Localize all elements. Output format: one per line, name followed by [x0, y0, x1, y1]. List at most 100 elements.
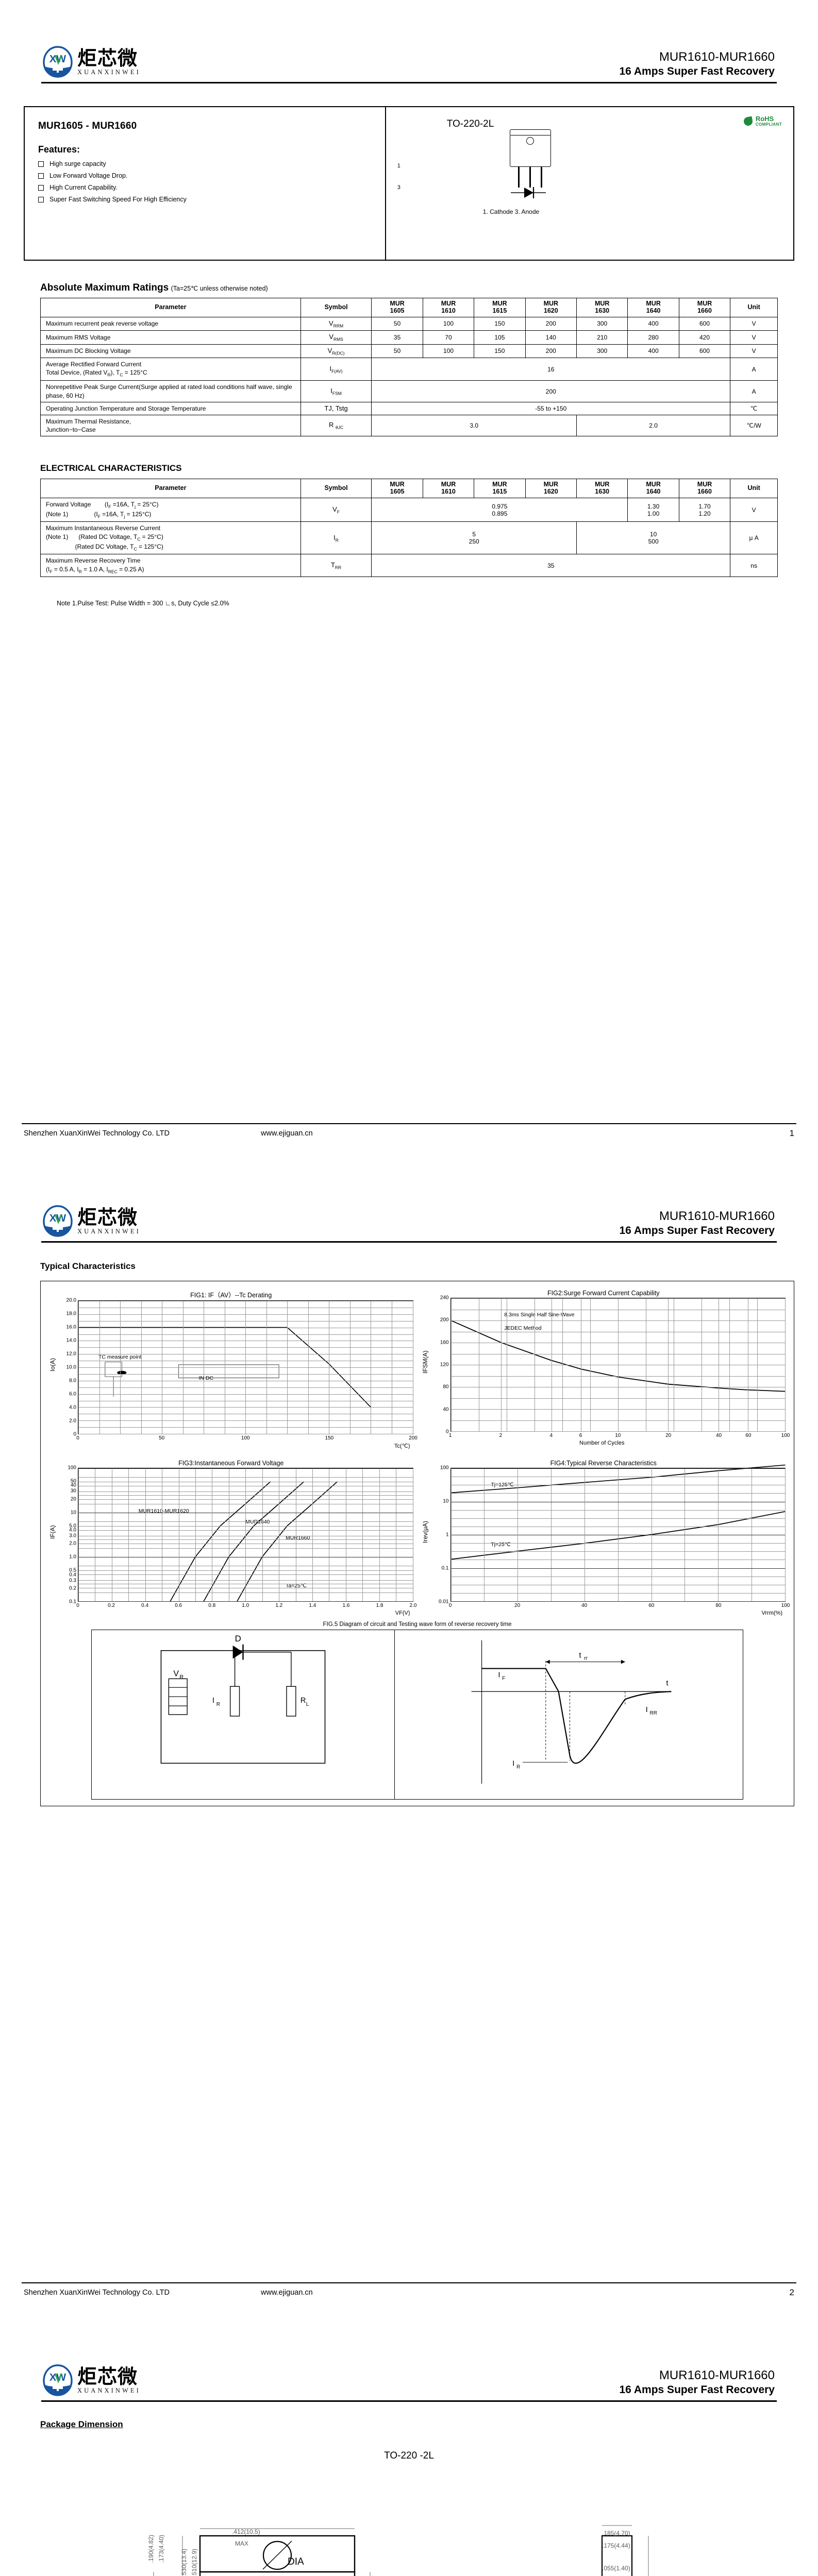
svg-text:V: V: [173, 1669, 179, 1678]
axis-tick-label: 1: [445, 1532, 449, 1538]
axis-tick-label: 1.2: [275, 1603, 283, 1608]
to220-package-icon: [496, 129, 574, 197]
y-axis-ticks: 0.01 0.1 1 10 100: [430, 1465, 450, 1605]
table-row: Nonrepetitive Peak Surge Current(Surge a…: [40, 380, 778, 402]
axis-tick-label: 120: [440, 1362, 449, 1368]
parameter-cell: Maximum Reverse Recovery Time (IF = 0.5 A…: [40, 554, 301, 578]
feature-label: High surge capacity: [49, 160, 106, 167]
axis-tick-label: 100: [781, 1433, 790, 1438]
svg-text:R: R: [516, 1764, 520, 1770]
value-cell: 105: [474, 330, 526, 345]
chart-title: FIG4:Typical Reverse Characteristics: [550, 1460, 657, 1467]
annotation-sine-wave: 8.3ms Single Half Sine-Wave: [504, 1311, 575, 1318]
axis-tick-label: 1.0: [242, 1603, 249, 1608]
footer-url[interactable]: www.ejiguan.cn: [261, 1129, 313, 1138]
gridline: [450, 1510, 785, 1511]
charts-panel: FIG1: IF（AV）--Tc Derating Io(A) 0 2.0 4.0 6…: [40, 1281, 794, 1806]
column-header: Symbol: [300, 479, 372, 498]
parameter-cell: Maximum Instantaneous Reverse Current (No…: [40, 521, 301, 555]
column-header: MUR 1660: [678, 479, 731, 498]
gridline: [450, 1601, 785, 1602]
table-row: Maximum RMS Voltage VRMS 35 70 105 140 210 280 4…: [40, 330, 778, 345]
value-cell: V: [730, 497, 778, 522]
diode-symbol-icon: [508, 184, 549, 201]
value-cell: 1.30 1.00: [627, 497, 679, 522]
axis-tick-label: 60: [745, 1433, 752, 1438]
feature-label: Low Forward Voltage Drop.: [49, 172, 128, 179]
axis-tick-label: 2.0: [409, 1603, 417, 1608]
mechanical-drawing: .412(10.5) MAX .190(4.82) .173(4.40) .53…: [20, 2474, 798, 2576]
chart-fig4: FIG4:Typical Reverse Characteristics Ire…: [418, 1456, 790, 1616]
value-cell: 16: [371, 358, 731, 381]
value-cell: V: [730, 344, 778, 359]
axis-tick-label: 1.6: [342, 1603, 350, 1608]
parameter-cell: Operating Junction Temperature and Stora…: [40, 401, 301, 415]
svg-text:XW: XW: [49, 1213, 66, 1224]
axis-tick-label: 0: [76, 1435, 79, 1441]
footer-company: Shenzhen XuanXinWei Technology Co. LTD: [24, 1129, 170, 1138]
svg-text:I: I: [498, 1671, 500, 1679]
typical-characteristics-heading: Typical Characteristics: [40, 1261, 136, 1271]
axis-tick-label: 1.4: [309, 1603, 316, 1608]
axis-tick-label: 20: [665, 1433, 672, 1438]
value-cell: 35: [371, 554, 731, 578]
axis-tick-label: 0.1: [441, 1565, 449, 1571]
axis-tick-label: 1: [448, 1433, 452, 1438]
axis-tick-label: 150: [325, 1435, 334, 1441]
svg-text:L: L: [306, 1702, 309, 1707]
dimension-label: .185(4.70): [602, 2530, 630, 2537]
brand-name-cn: 炬芯微: [77, 1206, 138, 1229]
axis-tick-label: 200: [409, 1435, 418, 1441]
value-cell: 200: [525, 344, 577, 359]
gridline: [128, 1468, 129, 1601]
table-header-row: Parameter Symbol MUR 1605 MUR 1610 MUR 1615 MUR 1…: [40, 479, 778, 498]
absolute-maximum-ratings-table: Parameter Symbol MUR 1605 MUR 1610 MUR 1615 MUR 1…: [40, 298, 778, 437]
gridline: [145, 1468, 146, 1601]
value-cell: 200: [525, 316, 577, 331]
axis-tick-label: 3.0: [69, 1533, 76, 1539]
svg-text:R: R: [216, 1702, 220, 1707]
parameter-cell: Forward Voltage (IF =16A, Tj = 25°C) (Not…: [40, 497, 301, 522]
brand-name-cn: 炬芯微: [77, 46, 138, 70]
x-axis-label: VF(V): [395, 1610, 410, 1616]
table-row: Operating Junction Temperature and Stora…: [40, 401, 778, 415]
axis-tick-label: 20.0: [66, 1297, 76, 1303]
value-cell: 50: [371, 316, 423, 331]
page-title: MUR1610-MUR1660: [659, 49, 775, 64]
y-axis-label: Io(A): [49, 1358, 56, 1372]
column-header: Unit: [730, 479, 778, 498]
axis-tick-label: 100: [440, 1465, 449, 1471]
parameter-cell: Average Rectified Forward Current Total D…: [40, 358, 301, 381]
symbol-cell: VRMS: [300, 330, 372, 345]
svg-text:I: I: [212, 1697, 214, 1705]
value-cell: 300: [576, 316, 628, 331]
header-divider: [41, 2400, 777, 2402]
column-header: Parameter: [40, 298, 301, 317]
page-3: XW 炬芯微 XUANXINWEI MUR1610-MUR1660 16 Amp…: [0, 2318, 818, 2576]
feature-label: High Current Capability.: [49, 184, 118, 191]
abs-max-title: Absolute Maximum Ratings: [40, 282, 169, 293]
annotation-mur1610-1620: MUR1610-MUR1620: [138, 1508, 189, 1515]
footer-url[interactable]: www.ejiguan.cn: [261, 2289, 313, 2297]
fig1-inset-circuit: [78, 1301, 413, 1434]
axis-tick-label: 240: [440, 1295, 449, 1301]
fig3-curves: [78, 1468, 413, 1601]
value-cell: μ A: [730, 521, 778, 555]
x-axis-ticks: 1 2 4 6 10 20 40 60 100: [448, 1432, 790, 1441]
column-header: MUR 1620: [525, 298, 577, 317]
gridline: [450, 1592, 785, 1594]
axis-tick-label: 0.8: [208, 1603, 216, 1608]
company-logo: XW 炬芯微 XUANXINWEI: [41, 2364, 141, 2397]
page-title: MUR1610-MUR1660: [659, 1209, 775, 1223]
x-axis-ticks: 0 0.2 0.4 0.6 0.8 1.0 1.2 1.4 1.6 1.8 2.0: [76, 1602, 416, 1611]
axis-tick-label: 40: [581, 1603, 588, 1608]
axis-tick-label: 50: [159, 1435, 165, 1441]
axis-tick-label: 20: [70, 1496, 76, 1502]
value-cell: 300: [576, 344, 628, 359]
page-subtitle: 16 Amps Super Fast Recovery: [619, 2383, 775, 2396]
annotation-in-dc: IN DC: [198, 1375, 214, 1382]
y-axis-label: Irev(μA): [421, 1521, 429, 1544]
column-header: MUR 1605: [371, 298, 423, 317]
svg-text:rr: rr: [584, 1656, 588, 1662]
table-body: Forward Voltage (IF =16A, Tj = 25°C) (Not…: [40, 497, 778, 578]
